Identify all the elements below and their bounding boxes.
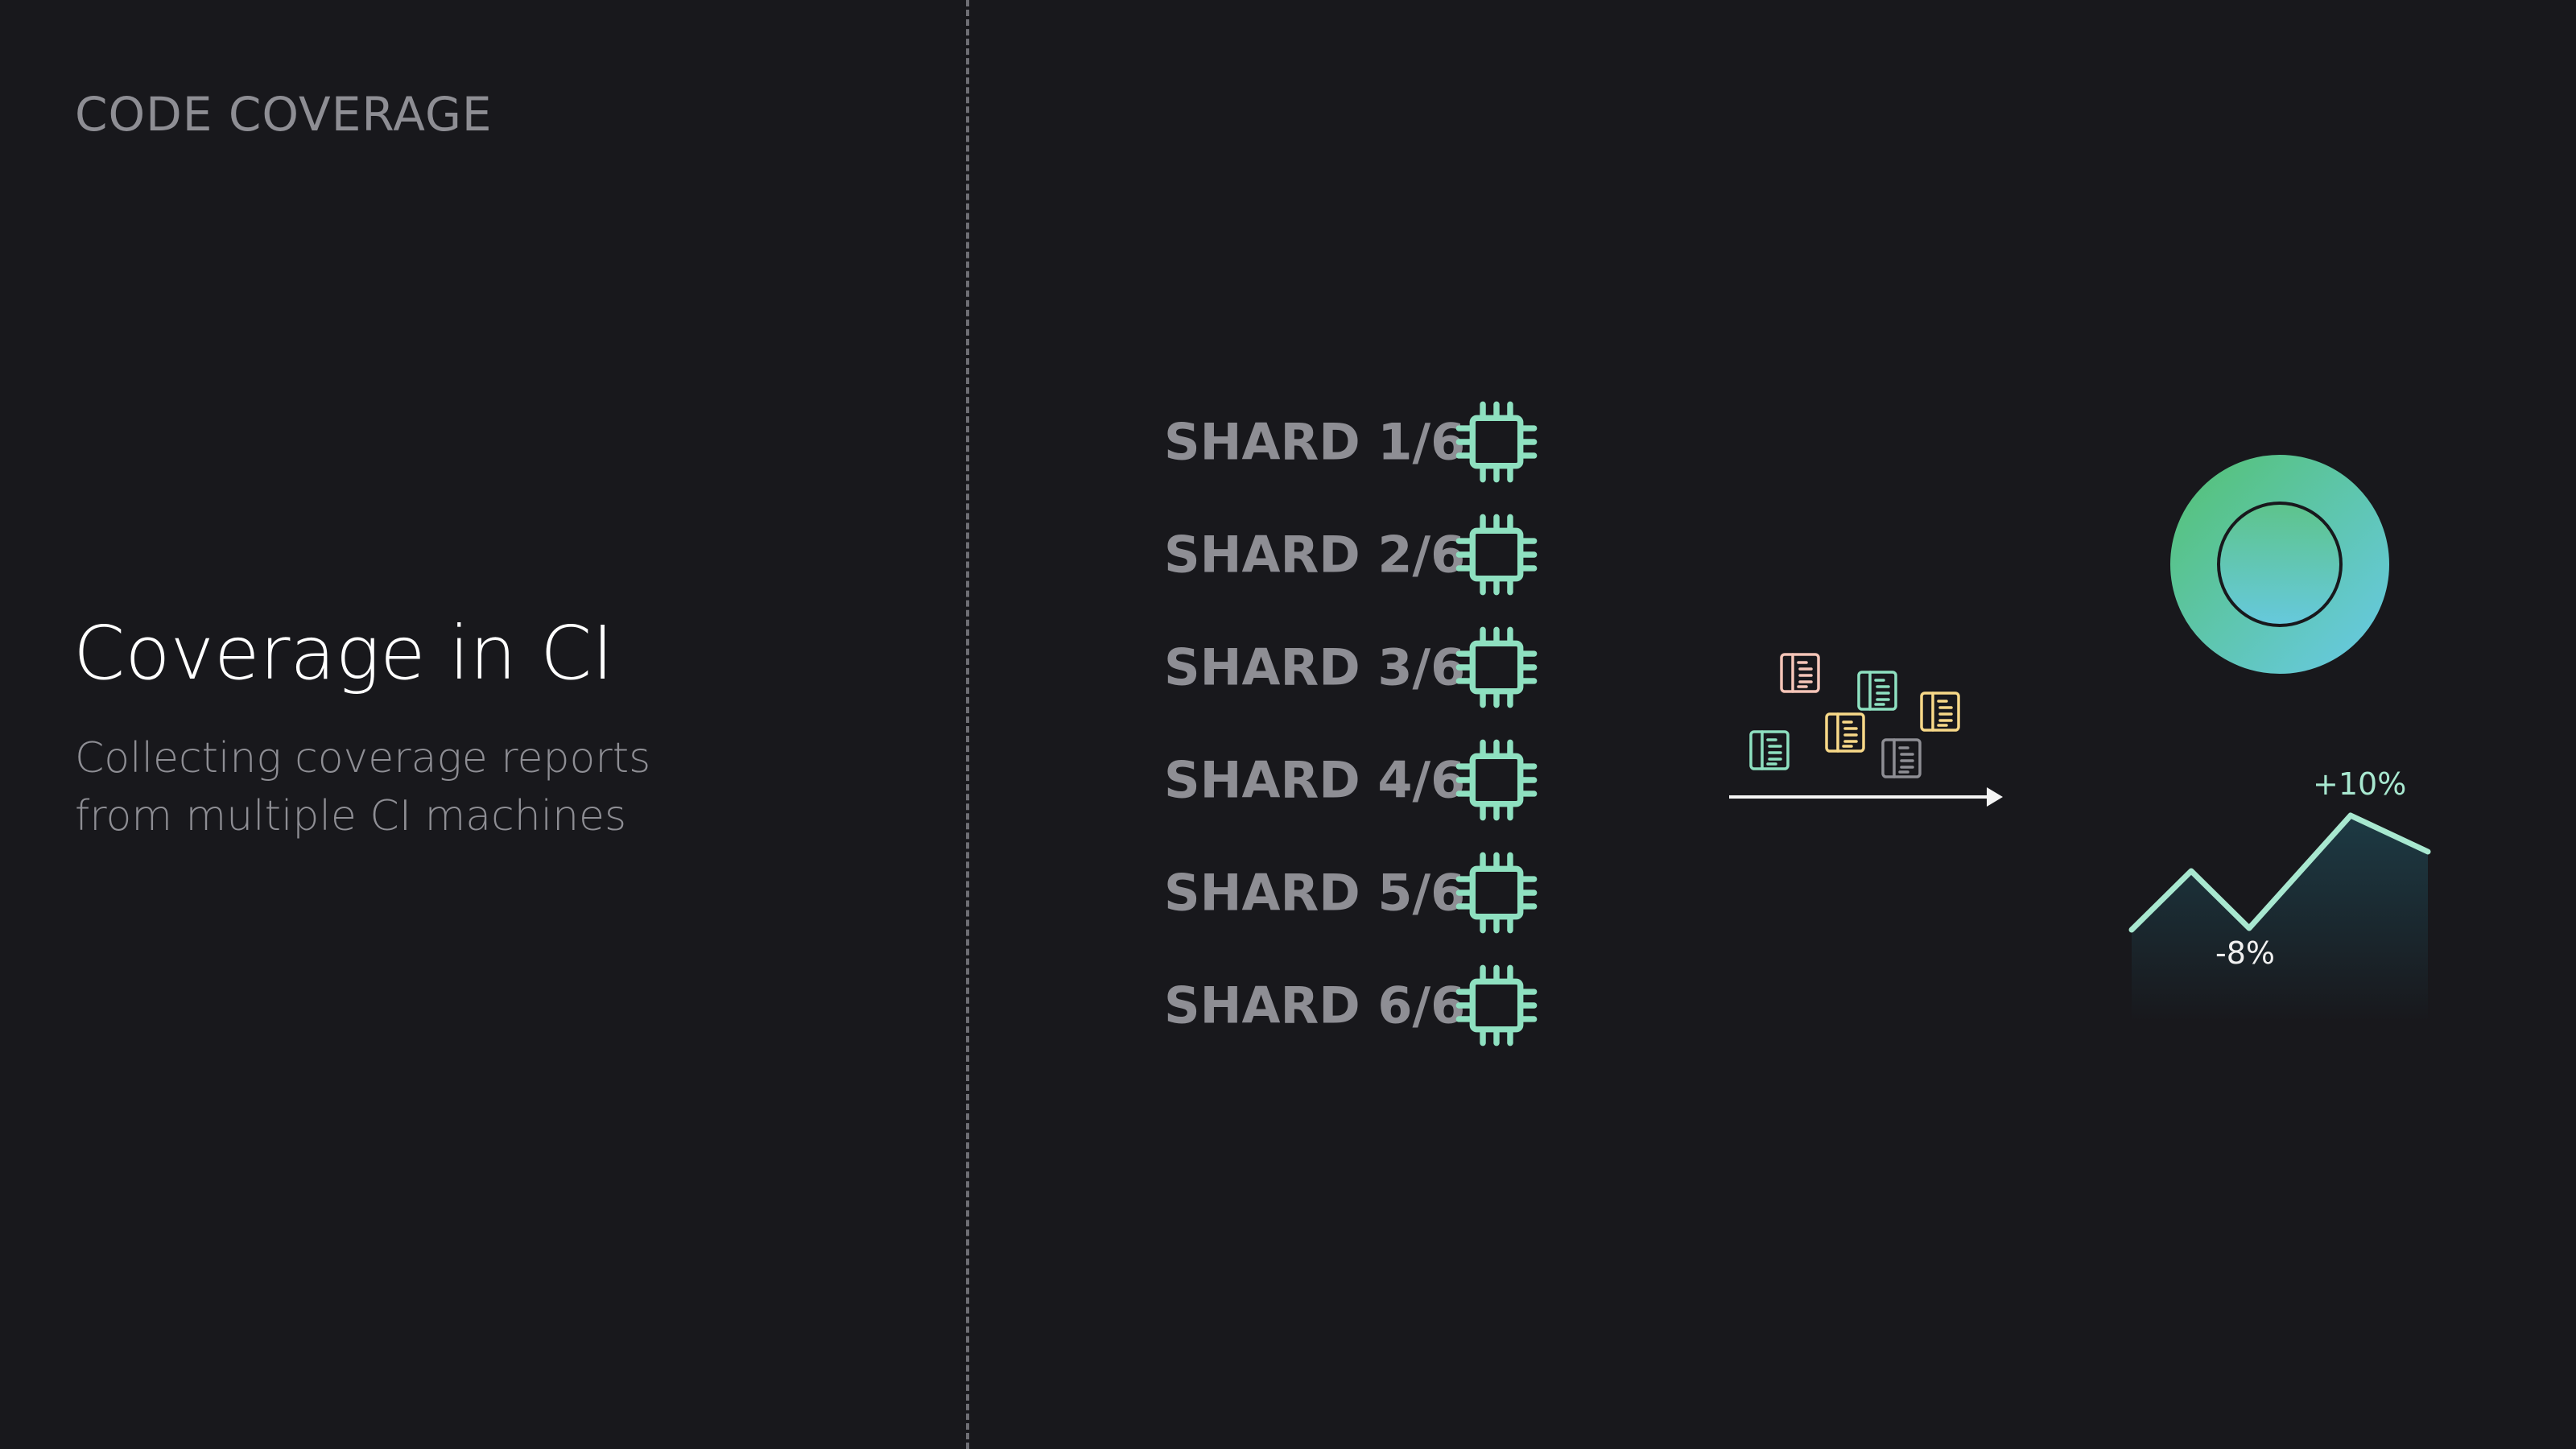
subtitle-line-2: from multiple CI machines xyxy=(75,792,627,840)
page-title: Coverage in CI xyxy=(73,610,614,696)
shard-label: SHARD 3/6 xyxy=(1164,638,1466,697)
subtitle-line-1: Collecting coverage reports xyxy=(75,734,651,782)
arrow-icon xyxy=(1729,787,2003,807)
shard-label: SHARD 5/6 xyxy=(1164,863,1466,923)
shard-row: SHARD 5/6 xyxy=(1164,848,1542,937)
coverage-ring-icon xyxy=(2170,455,2389,674)
shard-label: SHARD 6/6 xyxy=(1164,976,1466,1035)
shard-row: SHARD 2/6 xyxy=(1164,510,1542,599)
shard-row: SHARD 3/6 xyxy=(1164,623,1542,712)
shard-row: SHARD 6/6 xyxy=(1164,961,1542,1050)
trend-up-label: +10% xyxy=(2313,766,2407,802)
shard-row: SHARD 1/6 xyxy=(1164,398,1542,486)
shard-label: SHARD 1/6 xyxy=(1164,412,1466,472)
trend-down-label: -8% xyxy=(2215,935,2275,971)
dashed-divider xyxy=(966,0,969,1449)
shard-label: SHARD 4/6 xyxy=(1164,750,1466,810)
section-eyebrow: CODE COVERAGE xyxy=(75,87,493,142)
page-subtitle: Collecting coverage reports from multipl… xyxy=(75,729,650,845)
shard-row: SHARD 4/6 xyxy=(1164,736,1542,824)
shard-label: SHARD 2/6 xyxy=(1164,525,1466,584)
trend-chart xyxy=(2128,812,2431,1022)
